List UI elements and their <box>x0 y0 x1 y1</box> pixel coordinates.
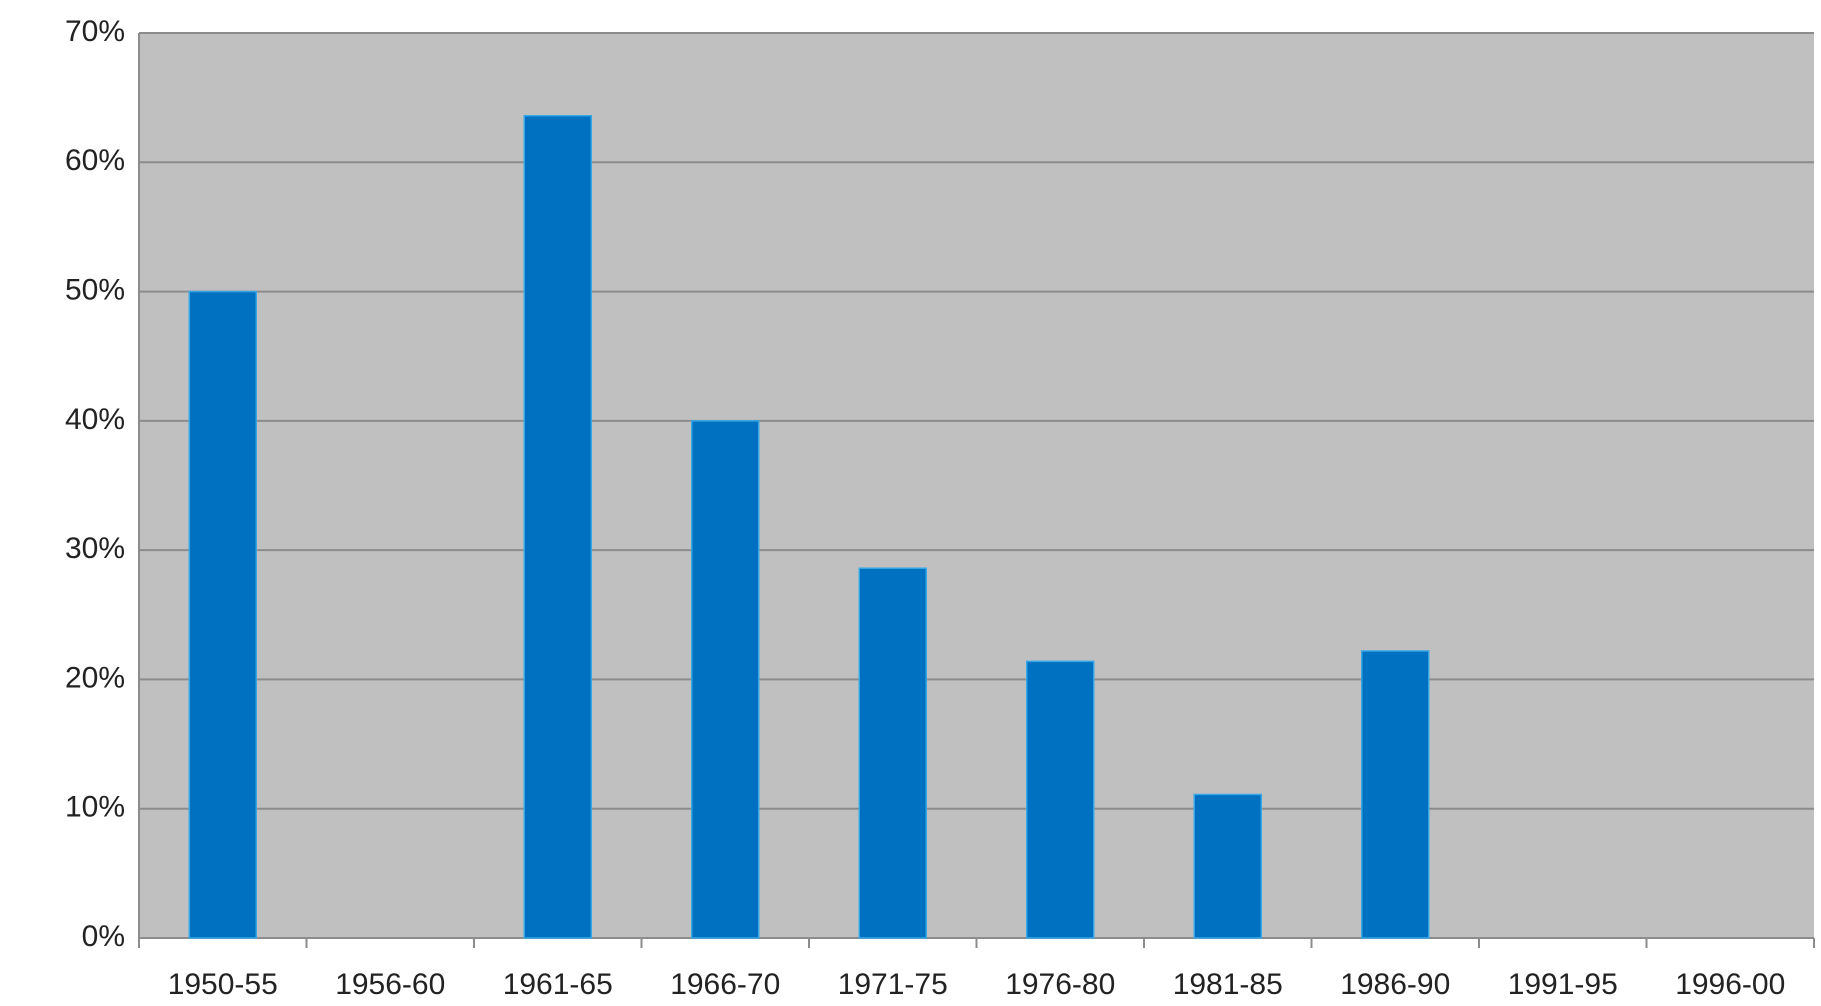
y-tick-label: 40% <box>65 403 125 436</box>
y-tick-label: 30% <box>65 532 125 565</box>
y-tick-label: 0% <box>82 920 125 953</box>
x-tick-label: 1991-95 <box>1508 968 1618 1001</box>
x-tick-label: 1966-70 <box>670 968 780 1001</box>
x-tick-label: 1971-75 <box>838 968 948 1001</box>
x-tick-label: 1950-55 <box>168 968 278 1001</box>
x-tick-label: 1996-00 <box>1675 968 1785 1001</box>
x-tick-label: 1956-60 <box>335 968 445 1001</box>
y-tick-label: 60% <box>65 144 125 177</box>
bar <box>1193 793 1262 939</box>
x-tick-label: 1981-85 <box>1173 968 1283 1001</box>
x-tick-label: 1976-80 <box>1005 968 1115 1001</box>
bar <box>188 290 257 939</box>
bar <box>691 420 760 939</box>
y-tick-label: 50% <box>65 273 125 306</box>
plot-area <box>139 33 1814 938</box>
x-tick-label: 1986-90 <box>1340 968 1450 1001</box>
y-tick-label: 70% <box>65 15 125 48</box>
bar <box>858 567 927 939</box>
y-tick-label: 10% <box>65 791 125 824</box>
bar <box>523 114 592 939</box>
y-tick-label: 20% <box>65 661 125 694</box>
bar <box>1026 660 1095 939</box>
x-tick-label: 1961-65 <box>503 968 613 1001</box>
bar <box>1361 650 1430 939</box>
